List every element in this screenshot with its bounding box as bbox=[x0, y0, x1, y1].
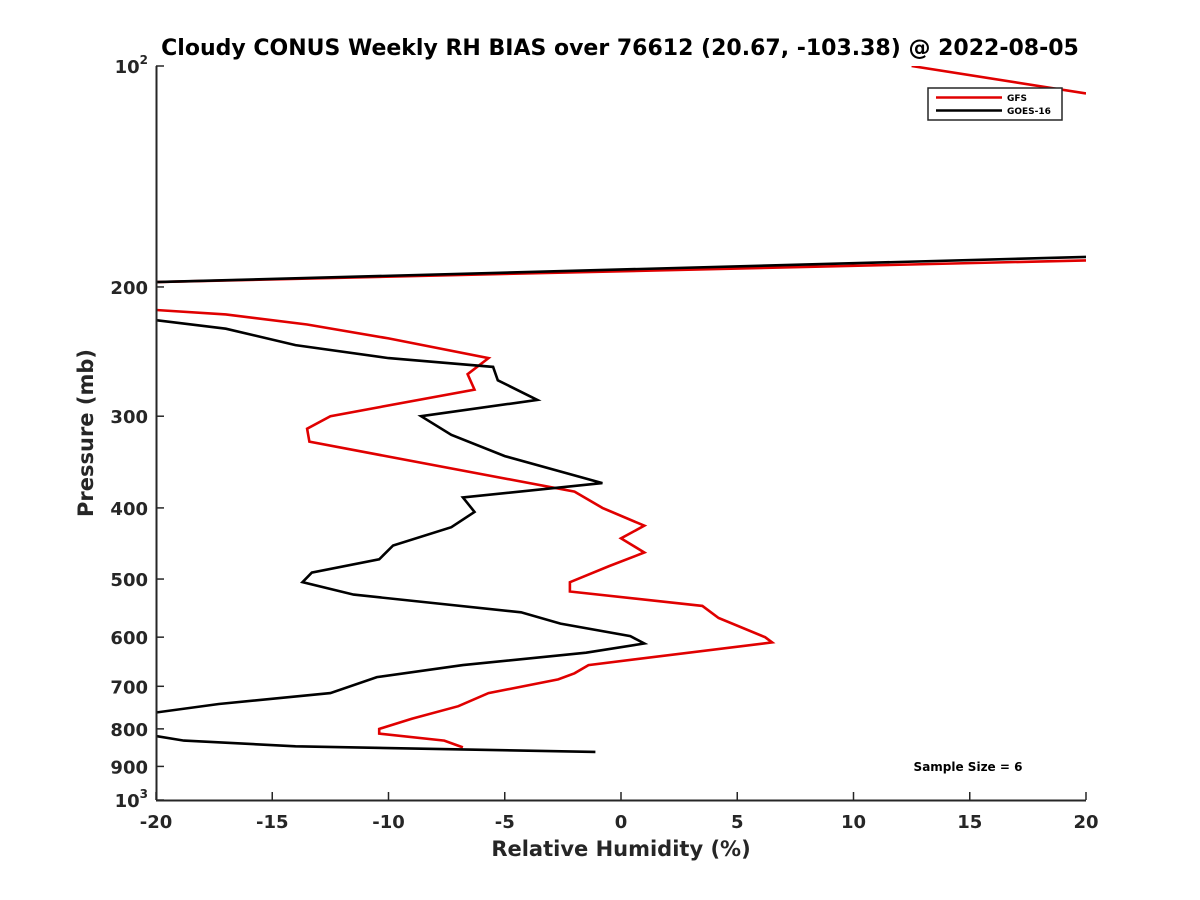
y-tick-label: 900 bbox=[110, 757, 148, 778]
legend-box bbox=[927, 87, 1063, 121]
series-goes16-line-1 bbox=[156, 318, 649, 714]
x-tick-label: -15 bbox=[256, 812, 289, 833]
x-axis-label: Relative Humidity (%) bbox=[491, 837, 750, 861]
legend-label-goes16: GOES-16 bbox=[1007, 107, 1051, 117]
y-tick-label: 200 bbox=[110, 278, 148, 299]
x-tick-label: -5 bbox=[495, 812, 515, 833]
x-tick-label: 5 bbox=[731, 812, 744, 833]
legend-label-gfs: GFS bbox=[1007, 94, 1027, 104]
y-tick-label: 102 bbox=[115, 53, 148, 78]
y-tick-label: 300 bbox=[110, 407, 148, 428]
chart-title: Cloudy CONUS Weekly RH BIAS over 76612 (… bbox=[161, 36, 1079, 61]
x-tick-label: -20 bbox=[140, 812, 173, 833]
y-tick-label: 103 bbox=[115, 787, 148, 812]
y-tick-label: 400 bbox=[110, 499, 148, 520]
y-tick-label: 700 bbox=[110, 677, 148, 698]
y-ticks: 102 200 300 400 500 600 700 800 900 103 bbox=[110, 53, 164, 812]
legend: GFS GOES-16 bbox=[927, 87, 1063, 121]
y-axis-label: Pressure (mb) bbox=[74, 349, 98, 517]
sample-size-annotation: Sample Size = 6 bbox=[914, 760, 1023, 774]
x-tick-label: 10 bbox=[841, 812, 866, 833]
series-gfs-line-2 bbox=[156, 308, 776, 749]
y-tick-label: 800 bbox=[110, 720, 148, 741]
x-tick-label: -10 bbox=[372, 812, 405, 833]
axes bbox=[155, 66, 1086, 802]
series-goes16-line-2 bbox=[156, 734, 596, 754]
y-tick-label: 500 bbox=[110, 570, 148, 591]
x-tick-label: 15 bbox=[957, 812, 982, 833]
series-goes16-line-0 bbox=[156, 255, 1086, 284]
y-tick-label: 600 bbox=[110, 628, 148, 649]
x-ticks: -20 -15 -10 -5 0 5 10 15 20 bbox=[140, 792, 1099, 833]
plot-area bbox=[156, 66, 1086, 754]
x-tick-label: 0 bbox=[615, 812, 628, 833]
x-tick-label: 20 bbox=[1073, 812, 1098, 833]
